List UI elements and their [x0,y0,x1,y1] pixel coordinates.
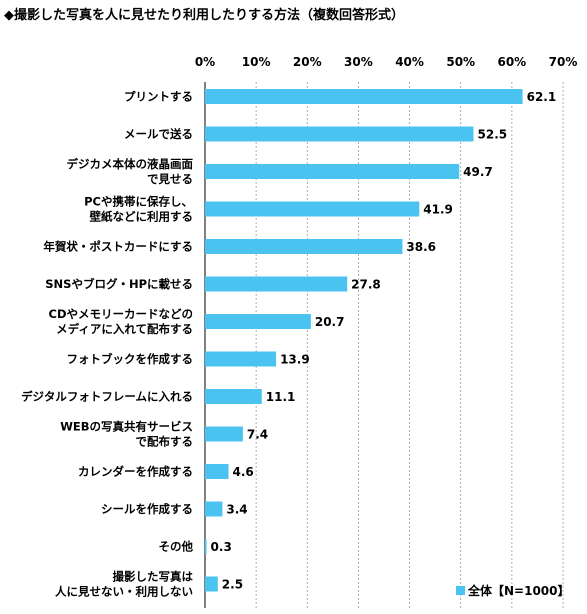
x-tick-label: 10% [242,55,271,69]
category-label: WEBの写真共有サービス [60,420,193,434]
value-label: 20.7 [315,315,345,329]
bar [205,201,420,217]
value-label: 4.6 [233,465,254,479]
gridlines [204,82,564,608]
category-label: 年賀状・ポストカードにする [43,240,193,254]
bar [205,389,262,404]
x-axis-ticks: 0% 10% 20% 30% 40% 50% 60% 70% [195,55,578,69]
bar [205,351,277,367]
category-label: PCや携帯に保存し、 [84,195,193,209]
value-label: 0.3 [211,540,232,554]
category-label: シールを作成する [101,502,193,516]
value-label: 3.4 [226,503,247,517]
value-labels: 62.1 52.5 49.7 41.9 38.6 27.8 20.7 13.9 11.1 7.4 4… [211,90,557,592]
value-label: 2.5 [222,578,243,592]
bar [205,539,207,554]
category-label: メディアに入れて配布する [56,322,193,336]
x-tick-label: 30% [344,55,373,69]
value-label: 13.9 [280,353,310,367]
bar [205,464,229,479]
x-tick-label: 60% [497,55,526,69]
x-tick-label: 0% [195,55,215,69]
category-label: 壁紙などに利用する [90,210,194,224]
value-label: 62.1 [527,90,557,104]
value-label: 27.8 [351,278,381,292]
category-label: デジタルフォトフレームに入れる [21,390,193,404]
chart-title: ◆撮影した写真を人に見せたり利用したりする方法（複数回答形式） [4,8,404,23]
category-label: 撮影した写真は [113,570,194,584]
bar [205,89,523,104]
x-tick-label: 50% [446,55,475,69]
bar [205,164,460,179]
legend-label: 全体【N=1000】 [467,583,570,598]
bar [205,576,218,592]
legend-swatch [456,586,465,595]
bar [205,239,403,254]
bar [205,276,348,292]
category-label: カレンダーを作成する [78,465,193,479]
category-label: CDやメモリーカードなどの [49,307,193,321]
x-tick-label: 70% [549,55,578,69]
category-label: で配布する [136,435,194,449]
x-tick-label: 20% [293,55,322,69]
category-label: デジカメ本体の液晶画面 [67,157,194,171]
value-label: 52.5 [478,128,508,142]
category-label: プリントする [124,90,193,104]
value-label: 49.7 [463,165,493,179]
category-label: SNSやブログ・HPに載せる [45,277,193,291]
bar [205,314,311,329]
value-label: 11.1 [266,390,296,404]
category-label: メールで送る [124,127,193,141]
legend: 全体【N=1000】 [456,583,570,598]
bar [205,426,243,442]
bars [205,89,523,592]
value-label: 41.9 [423,203,453,217]
category-label: で見せる [147,172,193,186]
value-label: 38.6 [406,240,436,254]
x-tick-label: 40% [395,55,424,69]
bar [205,126,474,142]
category-label: その他 [159,540,194,554]
value-label: 7.4 [247,428,268,442]
bar [205,501,223,517]
category-label: フォトブックを作成する [67,352,194,366]
category-label: 人に見せない・利用しない [55,585,193,599]
